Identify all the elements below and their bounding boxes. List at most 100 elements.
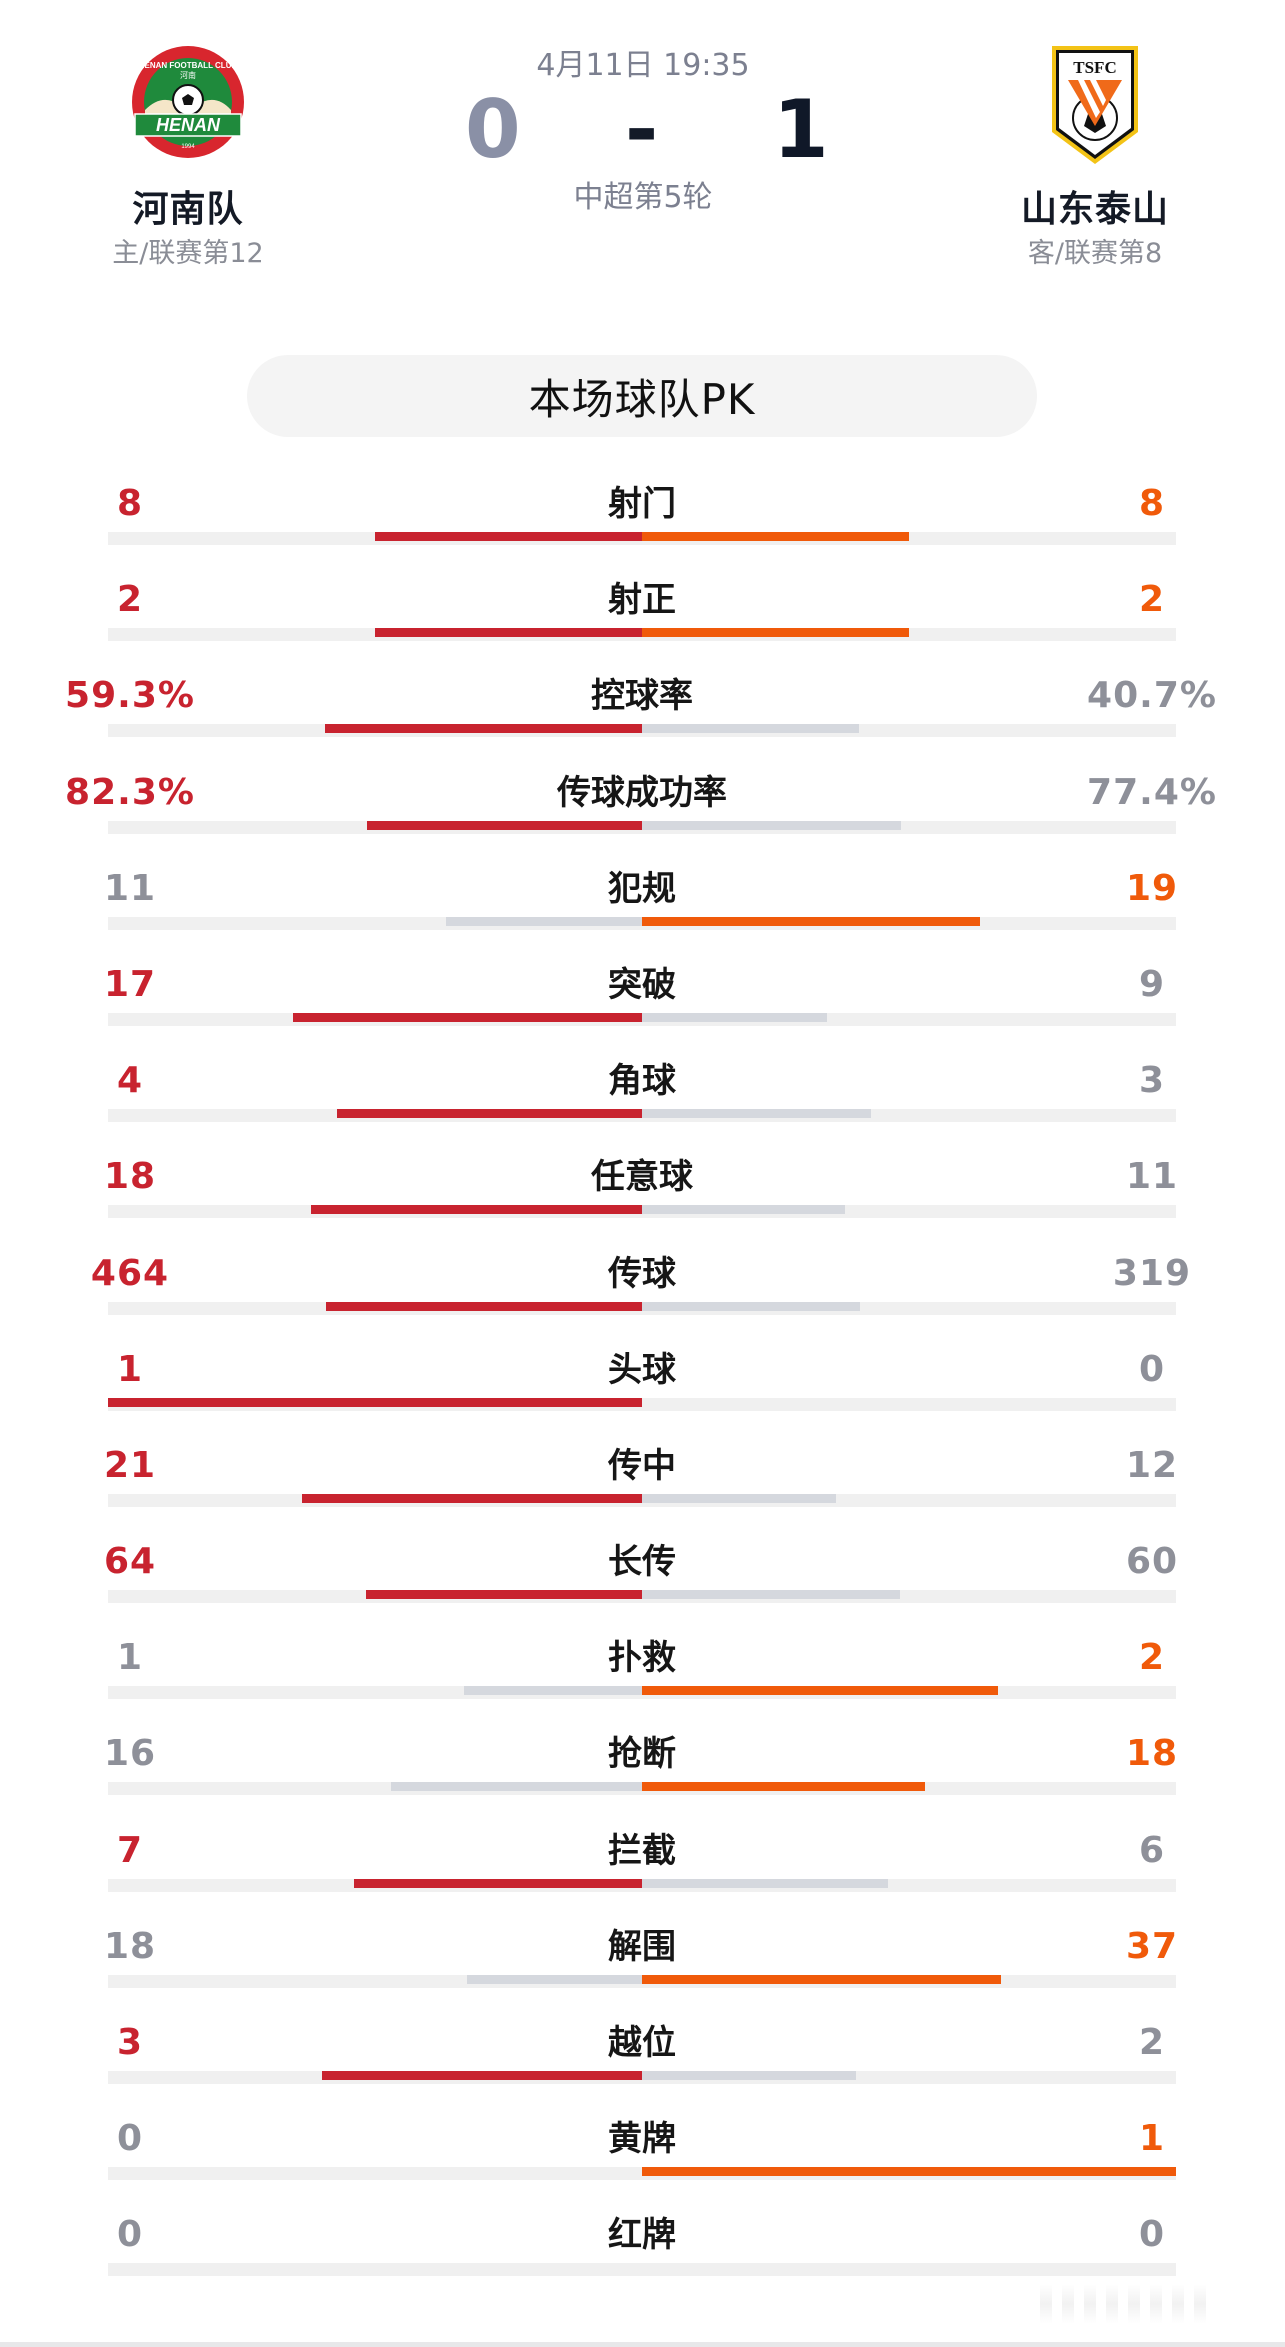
- away-stat-bar: [642, 2167, 1176, 2177]
- stat-label: 突破: [608, 964, 676, 1005]
- stats-comparison-list: 8 射门 8 2 射正 2 59.3% 控球率 40.7% 82.3% 传球成功率 77.4% 11 犯规…: [0, 470, 1285, 2298]
- stat-label: 控球率: [591, 676, 693, 717]
- svg-text:河南: 河南: [180, 70, 196, 80]
- stat-row: 4 角球 3: [0, 1047, 1285, 1143]
- stat-label: 红牌: [608, 2215, 676, 2256]
- stat-row: 0 红牌 0: [0, 2201, 1285, 2297]
- away-stat-bar: [642, 2071, 856, 2080]
- away-team[interactable]: TSFC 山东泰山 客/联赛第8: [965, 40, 1225, 270]
- away-stat-value: 2: [1138, 2022, 1166, 2063]
- home-stat-value: 464: [90, 1252, 170, 1294]
- svg-text:HENAN FOOTBALL CLUB: HENAN FOOTBALL CLUB: [139, 61, 238, 70]
- stat-row: 18 任意球 11: [0, 1143, 1285, 1239]
- away-stat-bar: [642, 724, 860, 734]
- scoreline: 0 - 1: [443, 88, 843, 172]
- away-stat-value: 11: [1125, 1156, 1179, 1198]
- stat-row: 18 解围 37: [0, 1913, 1285, 2009]
- home-stat-bar: [390, 1782, 642, 1792]
- away-stat-bar: [642, 628, 909, 638]
- match-time: 4月11日 19:35: [536, 48, 750, 83]
- stat-label: 传中: [608, 1445, 676, 1486]
- stat-bar-track: [108, 1878, 1176, 1892]
- stat-row: 1 扑救 2: [0, 1624, 1285, 1720]
- home-stat-bar: [467, 1974, 642, 1984]
- away-stat-value: 12: [1125, 1444, 1179, 1486]
- away-stat-value: 77.4%: [1087, 771, 1217, 813]
- henan-fc-crest-icon: HENAN FOOTBALL CLUB 河南 HENAN 1994: [132, 46, 244, 158]
- stat-bar-track: [108, 1974, 1176, 1988]
- home-stat-value: 18: [103, 1925, 157, 1967]
- home-stat-value: 7: [116, 1829, 144, 1871]
- home-stat-value: 0: [116, 2214, 144, 2256]
- home-stat-bar: [292, 1012, 642, 1022]
- home-stat-value: 18: [103, 1156, 157, 1198]
- stat-bar-track: [108, 1109, 1176, 1123]
- home-stat-value: 8: [116, 483, 144, 524]
- stat-bar-track: [108, 820, 1176, 834]
- away-team-name: 山东泰山: [1020, 189, 1169, 230]
- stat-row: 7 拦截 6: [0, 1817, 1285, 1913]
- away-stat-value: 60: [1125, 1541, 1179, 1583]
- home-stat-bar: [375, 532, 642, 541]
- away-stat-value: 9: [1138, 963, 1166, 1005]
- score-separator: -: [625, 83, 659, 176]
- home-team[interactable]: HENAN FOOTBALL CLUB 河南 HENAN 1994 河南队 主/…: [58, 40, 318, 270]
- stat-bar-track: [108, 628, 1176, 642]
- stat-bar-track: [108, 724, 1176, 738]
- home-stat-bar: [336, 1109, 642, 1119]
- home-stat-bar: [108, 1397, 642, 1407]
- stat-bar-track: [108, 532, 1176, 545]
- home-score: 0: [465, 83, 521, 176]
- away-stat-bar: [642, 1301, 860, 1311]
- stat-bar-track: [108, 1205, 1176, 1219]
- away-stat-value: 2: [1138, 1637, 1166, 1679]
- home-stat-bar: [375, 628, 642, 638]
- away-stat-bar: [642, 1493, 837, 1503]
- match-info: 4月11日 19:35 0 - 1 中超第5轮: [443, 46, 843, 218]
- home-stat-bar: [354, 1878, 642, 1888]
- stat-label: 头球: [608, 1349, 676, 1390]
- stat-row: 0 黄牌 1: [0, 2105, 1285, 2201]
- stat-label: 角球: [608, 1061, 676, 1102]
- stat-row: 21 传中 12: [0, 1432, 1285, 1528]
- home-stat-bar: [446, 916, 642, 926]
- home-stat-bar: [464, 1686, 642, 1696]
- stat-label: 拦截: [608, 1830, 676, 1871]
- stat-row: 1 头球 0: [0, 1336, 1285, 1432]
- stat-label: 黄牌: [608, 2119, 676, 2160]
- home-team-subtitle: 主/联赛第12: [112, 238, 264, 269]
- match-round: 中超第5轮: [573, 180, 713, 215]
- shandong-taishan-crest-icon: TSFC: [1052, 46, 1138, 164]
- home-stat-value: 11: [103, 867, 157, 909]
- away-stat-value: 19: [1125, 867, 1179, 909]
- stat-label: 犯规: [608, 868, 676, 909]
- stat-bar-track: [108, 1301, 1176, 1315]
- stat-row: 11 犯规 19: [0, 855, 1285, 951]
- home-stat-value: 1: [116, 1348, 144, 1390]
- away-team-subtitle: 客/联赛第8: [1027, 238, 1163, 269]
- bottom-divider: [0, 2342, 1285, 2347]
- home-stat-bar: [310, 1205, 642, 1215]
- stat-bar-track: [108, 1686, 1176, 1700]
- away-stat-bar: [642, 1974, 1002, 1984]
- away-stat-bar: [642, 916, 981, 926]
- stat-row: 82.3% 传球成功率 77.4%: [0, 759, 1285, 855]
- stat-bar-track: [108, 1590, 1176, 1604]
- away-stat-bar: [642, 1782, 925, 1792]
- home-stat-value: 4: [116, 1060, 144, 1102]
- stat-label: 解围: [608, 1926, 676, 1967]
- team-pk-title: 本场球队PK: [247, 355, 1037, 437]
- home-stat-value: 16: [103, 1733, 157, 1775]
- stat-label: 射正: [608, 580, 676, 621]
- home-team-name: 河南队: [132, 189, 244, 230]
- away-stat-value: 40.7%: [1087, 675, 1217, 717]
- stat-bar-track: [108, 1782, 1176, 1796]
- away-stat-bar: [642, 1109, 871, 1119]
- stat-bar-track: [108, 2071, 1176, 2084]
- stat-row: 464 传球 319: [0, 1240, 1285, 1336]
- stat-label: 长传: [608, 1542, 676, 1583]
- away-stat-value: 6: [1138, 1829, 1166, 1871]
- home-stat-value: 64: [103, 1541, 157, 1583]
- stat-row: 3 越位 2: [0, 2009, 1285, 2105]
- stat-label: 扑救: [608, 1638, 676, 1679]
